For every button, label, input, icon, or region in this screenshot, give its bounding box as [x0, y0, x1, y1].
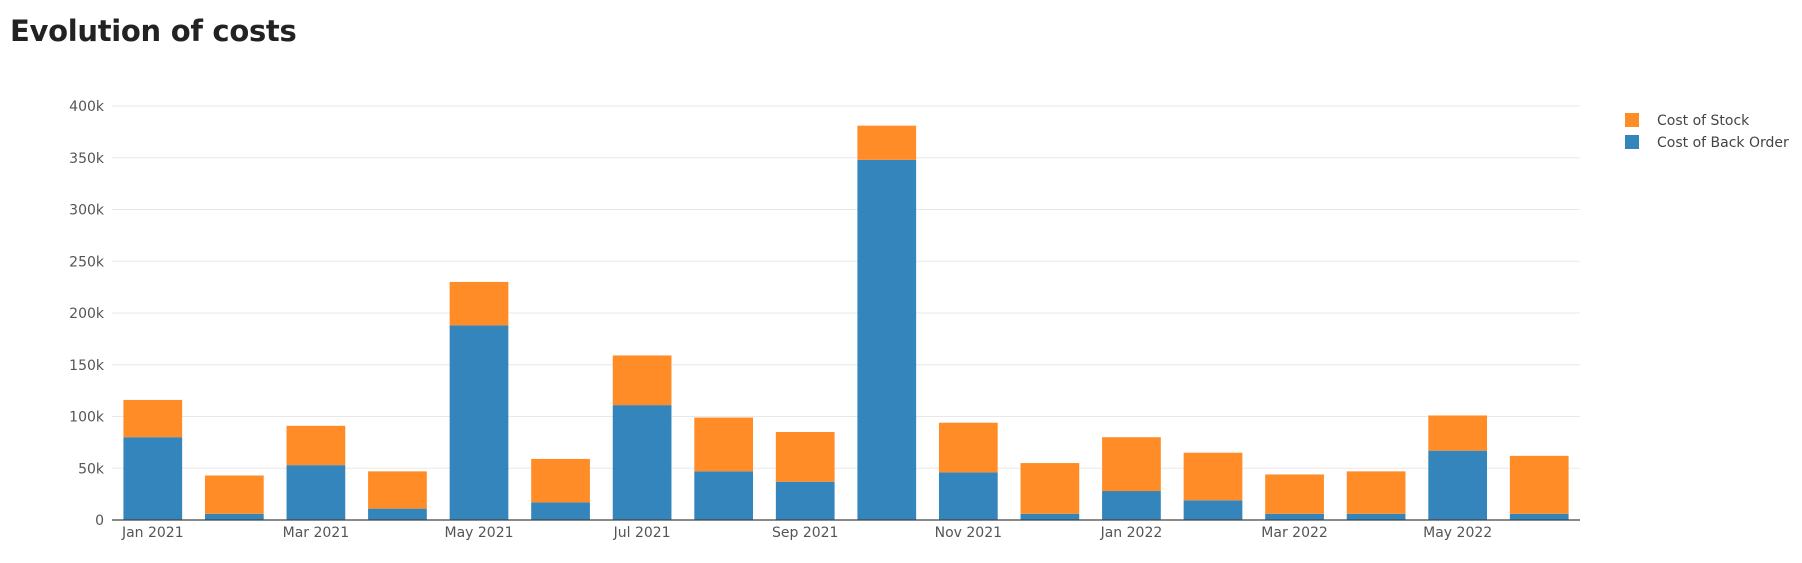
bar-stock[interactable] — [531, 458, 590, 503]
bar-stock[interactable] — [1428, 415, 1488, 451]
y-tick-label: 0 — [95, 513, 104, 529]
bar-stock[interactable] — [123, 399, 183, 438]
x-tick-label: May 2022 — [1423, 525, 1492, 541]
bar-stock[interactable] — [1265, 474, 1324, 514]
bar-back-order[interactable] — [123, 437, 183, 520]
bar-back-order[interactable] — [286, 465, 346, 520]
bar-back-order[interactable] — [368, 508, 427, 520]
bar-stock[interactable] — [1020, 463, 1080, 514]
bar-stock[interactable] — [1102, 437, 1161, 492]
bar-back-order[interactable] — [775, 481, 835, 520]
x-tick-label: May 2021 — [444, 525, 513, 541]
bar-back-order[interactable] — [612, 405, 672, 520]
page-title: Evolution of costs — [10, 14, 297, 48]
legend-label[interactable]: Cost of Stock — [1657, 113, 1750, 129]
y-tick-label: 200k — [69, 306, 105, 322]
x-tick-label: Mar 2022 — [1261, 525, 1328, 541]
x-tick-label: Sep 2021 — [772, 525, 838, 541]
gridlines — [112, 105, 1580, 469]
bar-back-order[interactable] — [1265, 513, 1324, 520]
bar-back-order[interactable] — [531, 502, 590, 520]
bar-back-order[interactable] — [1183, 500, 1243, 520]
bar-stock[interactable] — [1346, 471, 1406, 514]
legend-label[interactable]: Cost of Back Order — [1657, 135, 1789, 151]
bar-stock[interactable] — [286, 425, 346, 466]
bar-stock[interactable] — [612, 355, 672, 406]
bar-back-order[interactable] — [1102, 491, 1161, 520]
bar-back-order[interactable] — [1020, 513, 1080, 520]
bar-back-order[interactable] — [1509, 513, 1569, 520]
bar-back-order[interactable] — [204, 513, 264, 520]
x-tick-label: Mar 2021 — [283, 525, 350, 541]
bar-back-order[interactable] — [1428, 450, 1488, 520]
bar-stock[interactable] — [857, 125, 917, 160]
y-tick-label: 400k — [69, 99, 105, 115]
legend-swatch[interactable] — [1625, 113, 1639, 127]
legend-swatch[interactable] — [1625, 135, 1639, 149]
bar-stock[interactable] — [938, 422, 998, 473]
axes: 0 50k 100k 150k 200k 250k 300k 350k 400k Jan 2021… — [69, 99, 1580, 541]
y-tick-label: 350k — [69, 151, 105, 167]
bar-stock[interactable] — [1509, 455, 1569, 514]
y-tick-label: 250k — [69, 254, 105, 270]
bar-back-order[interactable] — [938, 472, 998, 520]
bar-stock[interactable] — [204, 475, 264, 514]
x-tick-label: Jan 2021 — [121, 525, 184, 541]
bar-stock[interactable] — [368, 471, 427, 509]
legend[interactable]: Cost of Stock Cost of Back Order — [1625, 113, 1789, 151]
bar-stock[interactable] — [449, 281, 509, 326]
y-tick-label: 50k — [78, 461, 105, 477]
bar-stock[interactable] — [694, 417, 754, 472]
y-tick-label: 150k — [69, 358, 105, 374]
y-tick-label: 100k — [69, 410, 105, 426]
x-tick-label: Jan 2022 — [1100, 525, 1163, 541]
y-tick-label: 300k — [69, 203, 105, 219]
bar-back-order[interactable] — [449, 325, 509, 520]
bar-stock[interactable] — [1183, 452, 1243, 501]
x-tick-label: Nov 2021 — [935, 525, 1002, 541]
bar-back-order[interactable] — [857, 159, 917, 520]
x-tick-label: Jul 2021 — [613, 525, 671, 541]
bar-stock[interactable] — [775, 432, 835, 482]
bars — [123, 125, 1569, 520]
bar-back-order[interactable] — [694, 471, 754, 520]
bar-back-order[interactable] — [1346, 513, 1406, 520]
